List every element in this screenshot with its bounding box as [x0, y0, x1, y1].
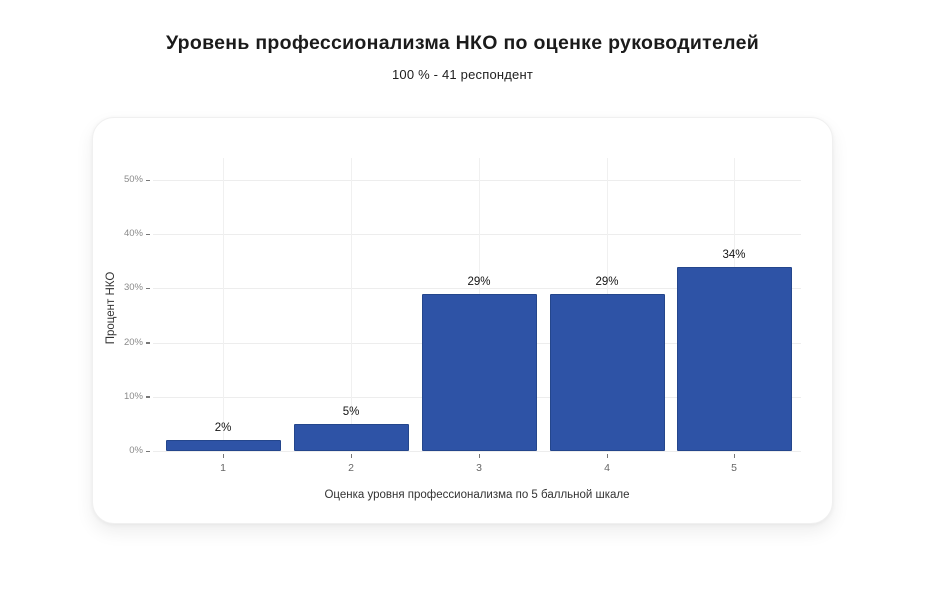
gridline-horizontal — [153, 180, 801, 181]
y-tick-mark — [146, 233, 150, 236]
chart-card: Процент НКО 0% 10% 20% 30% 40% 50% 2% 1 5% 2 29% 3 2… — [92, 117, 833, 524]
bar-value-label: 34% — [722, 248, 746, 261]
bar-value-label: 5% — [342, 405, 360, 418]
x-tick-label: 3 — [476, 462, 482, 474]
chart-title: Уровень профессионализма НКО по оценке р… — [165, 32, 760, 54]
y-axis-title: Процент НКО — [105, 271, 117, 345]
gridline-vertical — [223, 158, 224, 451]
gridline-horizontal — [153, 288, 801, 290]
y-tick-mark — [146, 342, 150, 344]
x-axis-title: Оценка уровня профессионализма по 5 балл… — [324, 489, 630, 501]
y-tick-label: 0% — [129, 445, 143, 456]
gridline-horizontal — [153, 234, 801, 236]
x-tick-label: 2 — [348, 462, 354, 474]
plot-area: 0% 10% 20% 30% 40% 50% 2% 1 5% 2 29% 3 29% 4 34% 5 — [124, 158, 801, 474]
x-tick-mark — [350, 454, 352, 458]
chart-header: Уровень профессионализма НКО по оценке р… — [0, 0, 925, 82]
bar — [549, 293, 665, 451]
y-tick-label: 30% — [123, 282, 143, 294]
y-tick-label: 40% — [123, 228, 143, 240]
chart-subtitle: 100 % - 41 респондент — [391, 67, 534, 82]
y-tick-mark — [146, 396, 150, 398]
gridline-vertical — [351, 158, 352, 451]
y-tick-mark — [146, 450, 150, 452]
x-tick-label: 4 — [604, 462, 610, 474]
bar-value-label: 29% — [595, 275, 619, 288]
x-tick-mark — [606, 454, 608, 458]
bar — [676, 266, 792, 451]
bar — [421, 293, 537, 451]
y-tick-label: 20% — [123, 336, 143, 348]
x-tick-label: 1 — [220, 462, 226, 474]
y-tick-mark — [146, 179, 150, 181]
x-tick-mark — [478, 454, 480, 458]
bar — [165, 440, 281, 451]
x-tick-label: 5 — [731, 462, 737, 474]
y-tick-label: 10% — [123, 390, 143, 402]
x-tick-mark — [733, 454, 735, 458]
y-tick-label: 50% — [123, 174, 143, 185]
bar-value-label: 2% — [214, 422, 232, 435]
y-tick-mark — [146, 287, 150, 290]
bar-value-label: 29% — [467, 275, 491, 288]
gridline-horizontal — [153, 451, 801, 452]
x-tick-mark — [222, 454, 224, 458]
bar — [293, 423, 409, 451]
